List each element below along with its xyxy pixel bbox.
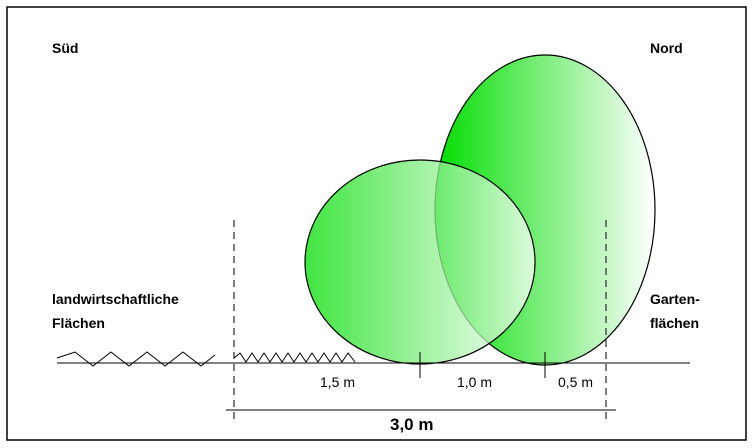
dimension-label: 1,0 m — [457, 374, 492, 390]
label-north: Nord — [650, 40, 683, 56]
label-left-area: landwirtschaftliche — [52, 291, 179, 307]
zigzag-large — [56, 351, 216, 367]
label-right-area: Garten- — [650, 291, 700, 307]
zigzag-small — [233, 352, 356, 363]
label-right-area: flächen — [650, 315, 699, 331]
label-left-area: Flächen — [52, 315, 105, 331]
round-shrub — [304, 159, 536, 365]
dimension-label: 1,5 m — [320, 374, 355, 390]
label-south: Süd — [52, 40, 78, 56]
frame — [6, 6, 747, 441]
dimension-total: 3,0 m — [390, 415, 433, 434]
dimension-label: 0,5 m — [558, 374, 593, 390]
